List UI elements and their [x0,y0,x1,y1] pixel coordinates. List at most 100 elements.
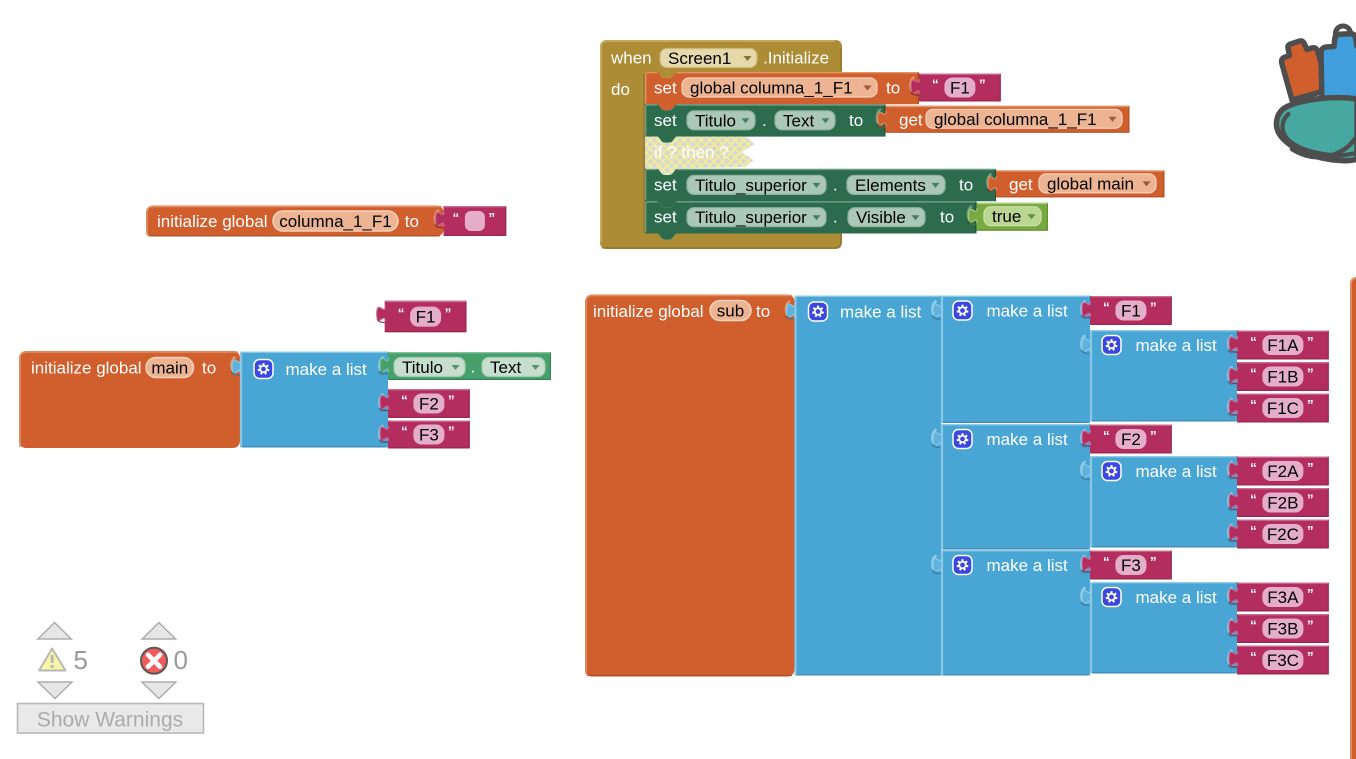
svg-text:F3: F3 [1121,556,1141,575]
svg-text:“: “ [1250,461,1257,476]
svg-text:Show Warnings: Show Warnings [37,709,183,732]
svg-text:set: set [654,208,677,227]
svg-text:make a list: make a list [840,303,922,322]
svg-text:initialize global: initialize global [31,359,142,378]
svg-text:true: true [992,207,1021,226]
svg-text:global columna_1_F1: global columna_1_F1 [690,79,853,98]
svg-text:.: . [471,358,476,377]
svg-text:”: ” [488,211,495,226]
svg-text:to: to [849,111,863,130]
svg-text:“: “ [1250,524,1257,539]
svg-text:“: “ [1103,555,1110,570]
svg-text:to: to [959,175,973,194]
svg-text:F3A: F3A [1267,588,1299,607]
svg-text:if ? then ?: if ? then ? [654,143,729,162]
svg-text:“: “ [1103,300,1110,315]
svg-text:set: set [654,79,677,98]
svg-text:make a list: make a list [1136,462,1218,481]
svg-text:“: “ [453,211,460,226]
svg-text:when: when [610,49,652,68]
svg-text:“: “ [1250,398,1257,413]
svg-text:”: ” [1307,587,1314,602]
svg-text:make a list: make a list [1136,588,1218,607]
svg-text:Titulo: Titulo [402,358,443,377]
svg-text:F1B: F1B [1267,368,1298,387]
svg-text:F3B: F3B [1267,620,1298,639]
svg-text:global main: global main [1047,174,1134,193]
svg-text:F2: F2 [1121,430,1141,449]
svg-text:F2: F2 [419,395,439,414]
svg-text:make a list: make a list [286,360,368,379]
svg-text:“: “ [1250,650,1257,665]
svg-text:”: ” [1307,618,1314,633]
svg-text:make a list: make a list [987,302,1069,321]
svg-text:to: to [756,302,770,321]
svg-text:“: “ [1250,587,1257,602]
svg-text:”: ” [1150,429,1157,444]
svg-text:”: ” [1307,492,1314,507]
svg-text:get: get [1009,175,1033,194]
svg-text:F1: F1 [1121,302,1141,321]
svg-text:to: to [886,79,900,98]
svg-text:.Initialize: .Initialize [763,49,829,68]
svg-text:”: ” [1307,335,1314,350]
svg-text:Text: Text [490,358,521,377]
svg-text:columna_1_F1: columna_1_F1 [279,212,391,231]
svg-text:F2B: F2B [1267,494,1298,513]
svg-text:“: “ [1250,492,1257,507]
svg-text:”: ” [1307,366,1314,381]
svg-text:“: “ [1250,335,1257,350]
svg-text:”: ” [448,393,455,408]
svg-text:“: “ [1250,366,1257,381]
svg-text:Titulo_superior: Titulo_superior [695,208,807,227]
svg-text:F2C: F2C [1267,525,1299,544]
svg-text:to: to [202,359,216,378]
svg-text:”: ” [448,424,455,439]
svg-text:F2A: F2A [1267,462,1299,481]
svg-text:sub: sub [717,302,744,321]
svg-text:make a list: make a list [987,556,1069,575]
svg-text:”: ” [445,306,452,321]
svg-text:set: set [654,111,677,130]
svg-text:to: to [940,208,954,227]
svg-text:5: 5 [74,645,88,675]
svg-text:”: ” [1307,650,1314,665]
svg-text:”: ” [1150,300,1157,315]
svg-text:.: . [833,208,838,227]
svg-text:“: “ [1103,429,1110,444]
svg-text:F3: F3 [419,426,439,445]
svg-text:make a list: make a list [987,430,1069,449]
svg-text:Screen1: Screen1 [668,49,731,68]
svg-text:F1C: F1C [1267,399,1299,418]
svg-text:Titulo_superior: Titulo_superior [695,176,807,195]
svg-text:main: main [151,359,188,378]
svg-text:.: . [833,175,838,194]
svg-text:“: “ [1250,618,1257,633]
svg-text:set: set [654,175,677,194]
svg-text:Elements: Elements [855,176,926,195]
svg-text:”: ” [1307,524,1314,539]
svg-text:”: ” [1307,398,1314,413]
svg-text:“: “ [398,306,405,321]
svg-text:F3C: F3C [1267,651,1299,670]
svg-text:to: to [405,212,419,231]
svg-text:F1: F1 [950,79,970,98]
svg-text:”: ” [1307,461,1314,476]
svg-text:F1: F1 [416,308,436,327]
svg-text:initialize global: initialize global [157,212,268,231]
svg-text:“: “ [401,424,408,439]
svg-text:do: do [611,80,630,99]
svg-text:.: . [762,111,767,130]
svg-text:global columna_1_F1: global columna_1_F1 [934,110,1097,129]
svg-text:initialize global: initialize global [593,302,704,321]
svg-text:“: “ [401,393,408,408]
svg-text:make a list: make a list [1136,336,1218,355]
svg-text:Text: Text [783,111,814,130]
svg-text:F1A: F1A [1267,336,1299,355]
svg-text:Visible: Visible [856,208,906,227]
svg-text:“: “ [932,77,939,92]
svg-text:get: get [899,110,923,129]
svg-text:Titulo: Titulo [695,111,736,130]
svg-text:”: ” [979,77,986,92]
svg-text:0: 0 [174,645,188,675]
